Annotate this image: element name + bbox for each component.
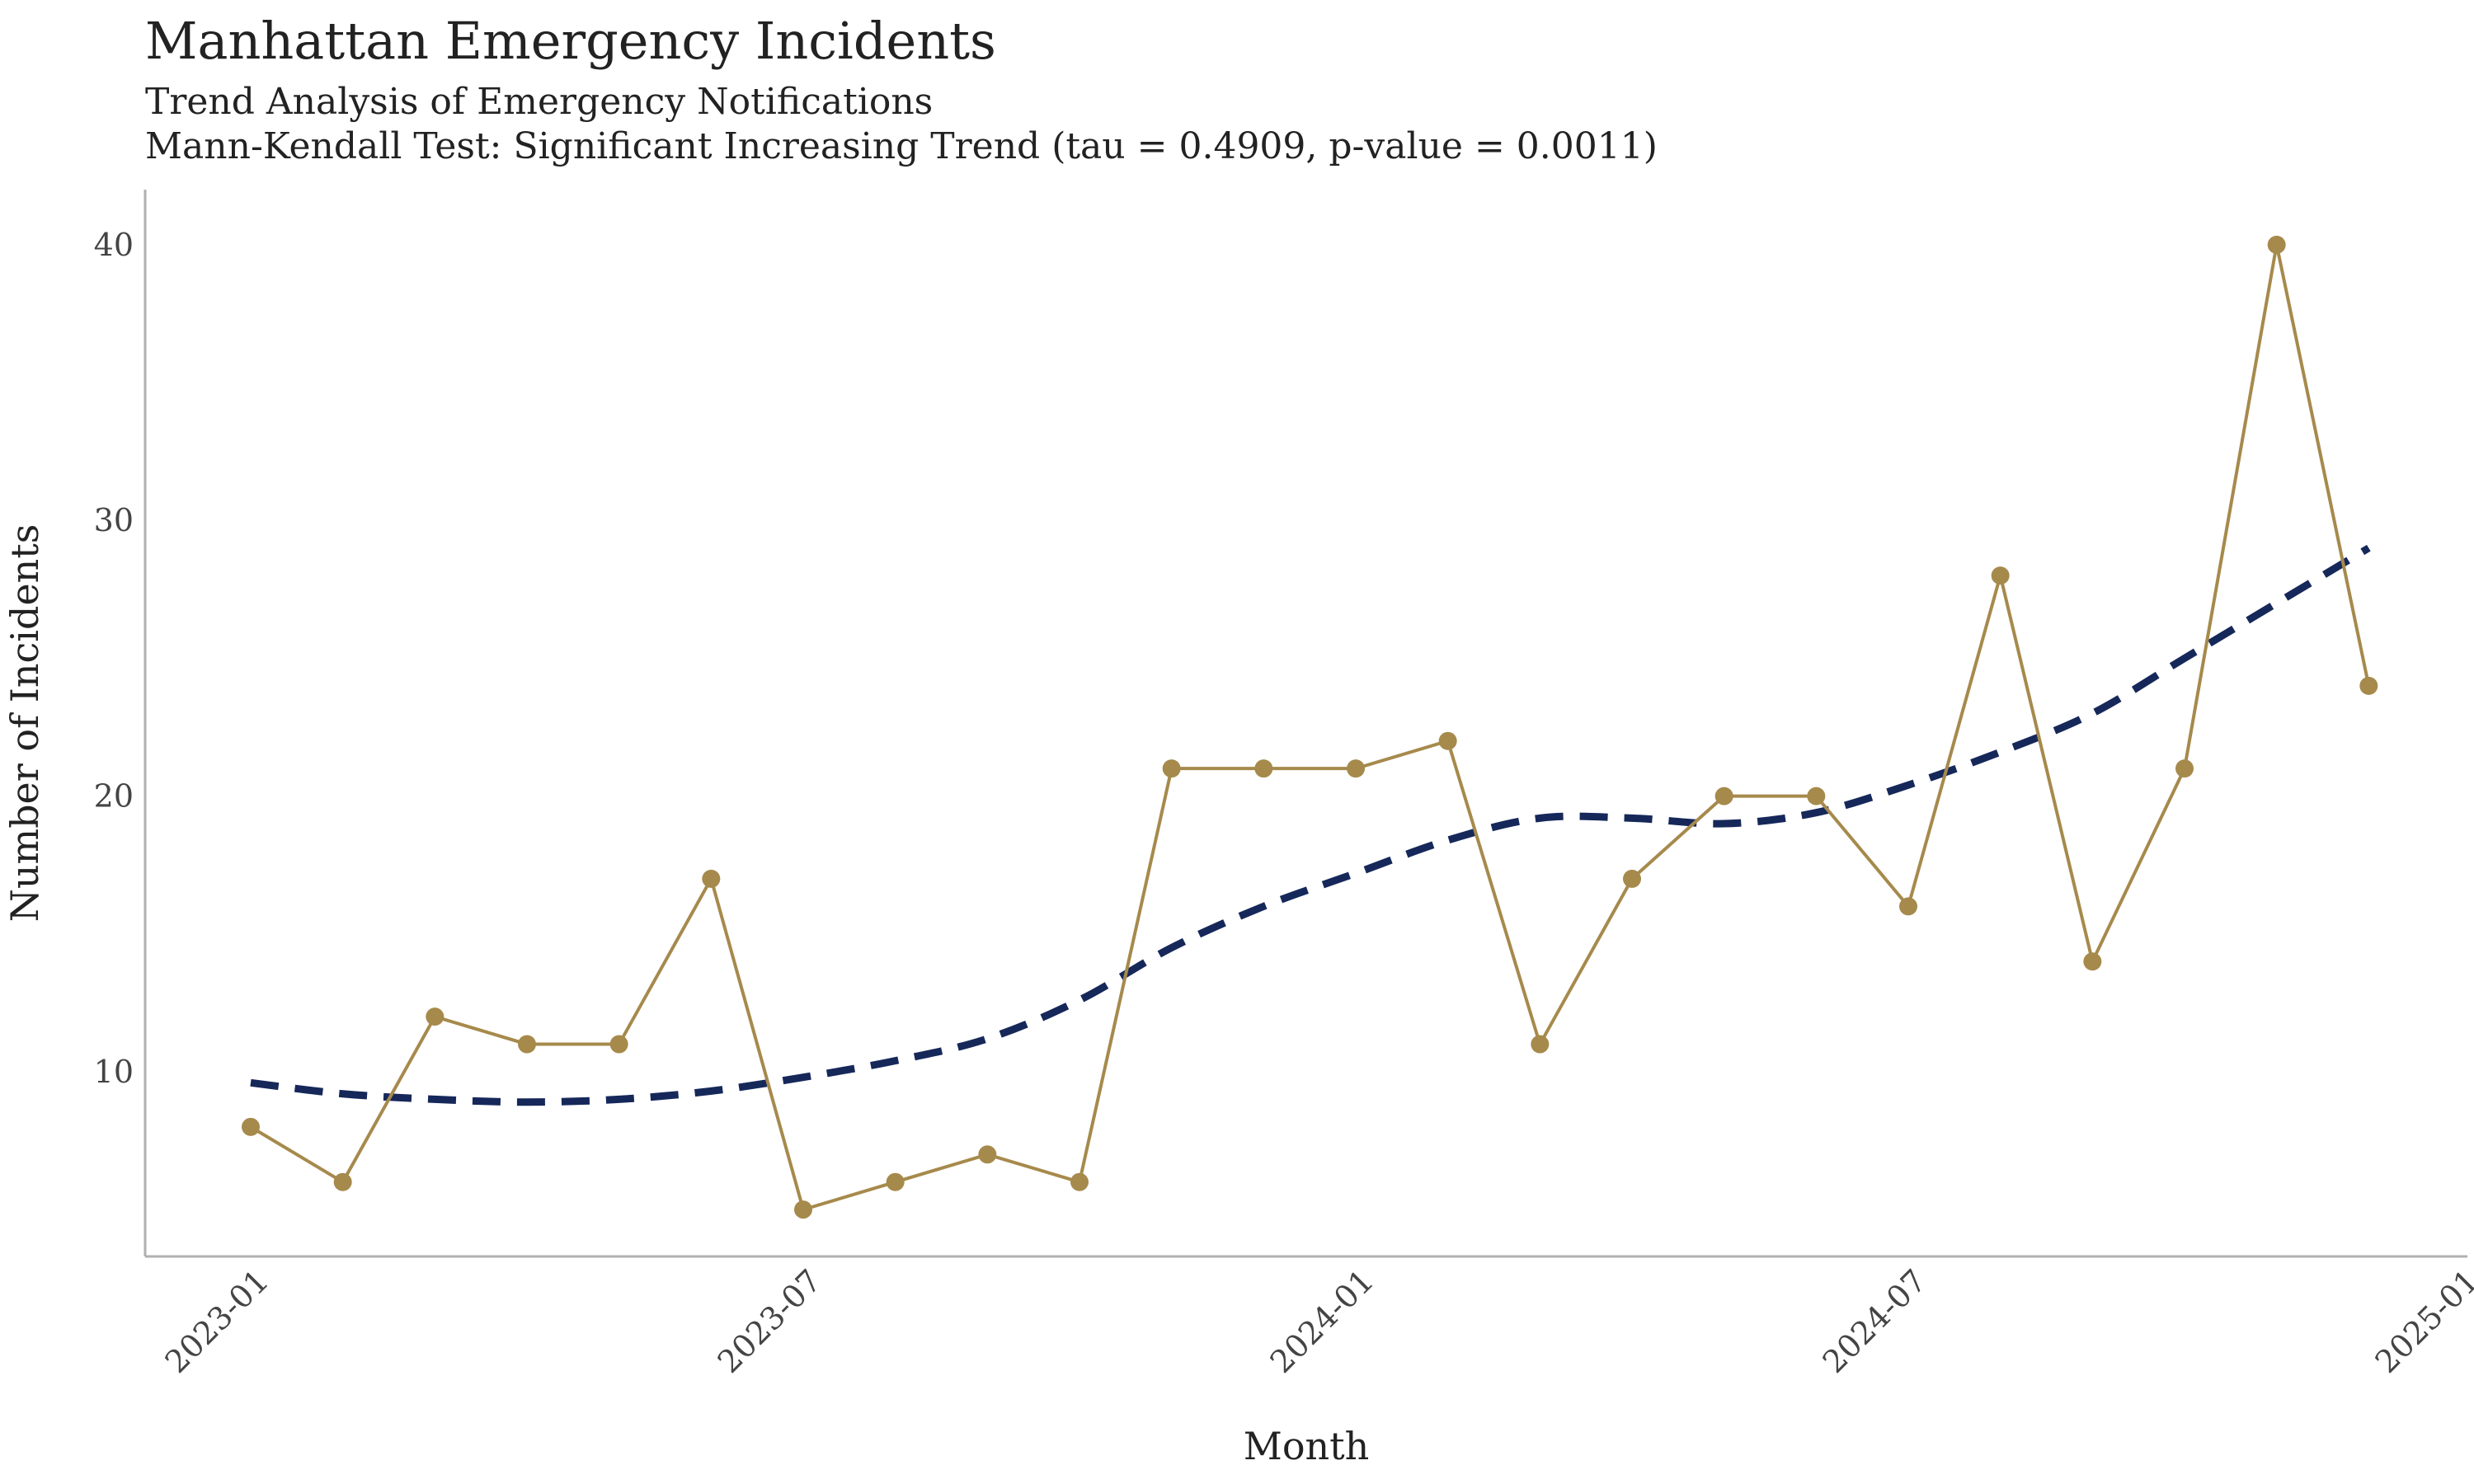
- trend-line: [250, 544, 2371, 1106]
- data-point-2024-01: [1347, 759, 1365, 778]
- data-point-2023-05: [609, 1035, 628, 1054]
- y-tick-label-40: 40: [94, 227, 134, 263]
- data-point-2024-10: [2175, 759, 2194, 778]
- data-point-2024-11: [2267, 235, 2286, 254]
- data-point-2023-07: [794, 1200, 812, 1219]
- data-point-2023-01: [242, 1117, 260, 1136]
- x-axis-ticks: 2023-01 2023-07 2024-01 2024-07 2025-01: [158, 1262, 2474, 1380]
- data-point-2023-10: [1070, 1172, 1089, 1191]
- series-line: [249, 244, 2371, 1212]
- data-point-2023-03: [426, 1007, 444, 1026]
- data-point-2024-12: [2359, 676, 2378, 695]
- chart-title: Manhattan Emergency Incidents: [145, 11, 996, 71]
- chart-subtitle: Trend Analysis of Emergency Notification…: [145, 81, 934, 123]
- data-point-2023-06: [702, 869, 721, 888]
- data-point-2024-05: [1714, 787, 1733, 805]
- trend-test-subtitle: Mann-Kendall Test: Significant Increasin…: [145, 125, 1658, 167]
- data-point-2023-11: [1162, 759, 1181, 778]
- data-point-2024-03: [1531, 1035, 1550, 1054]
- data-point-2023-02: [333, 1172, 352, 1191]
- data-point-2024-02: [1438, 731, 1457, 750]
- trend-line-layer: [250, 544, 2371, 1106]
- x-tick-label-2024-07: 2024-07: [1816, 1262, 1934, 1380]
- data-point-2024-09: [2083, 952, 2102, 971]
- y-tick-label-10: 10: [94, 1054, 134, 1090]
- data-point-2023-09: [978, 1145, 997, 1164]
- y-tick-label-20: 20: [94, 778, 134, 815]
- data-point-2024-08: [1991, 566, 2010, 585]
- y-tick-label-30: 30: [94, 502, 134, 538]
- y-axis-ticks: 10 20 30 40: [94, 227, 134, 1090]
- x-tick-label-2023-07: 2023-07: [711, 1262, 829, 1380]
- data-point-2023-08: [886, 1172, 905, 1191]
- x-axis-title: Month: [1244, 1424, 1370, 1468]
- data-point-2024-04: [1623, 869, 1641, 888]
- series-layer: [242, 235, 2378, 1219]
- x-tick-label-2024-01: 2024-01: [1263, 1262, 1381, 1380]
- x-tick-label-2025-01: 2025-01: [2368, 1262, 2474, 1380]
- data-point-2023-04: [518, 1035, 536, 1054]
- data-point-2024-06: [1807, 787, 1826, 805]
- y-axis-title: Number of Incidents: [2, 524, 47, 923]
- data-point-2023-12: [1254, 759, 1273, 778]
- data-point-2024-07: [1899, 897, 1917, 916]
- x-tick-label-2023-01: 2023-01: [158, 1262, 276, 1380]
